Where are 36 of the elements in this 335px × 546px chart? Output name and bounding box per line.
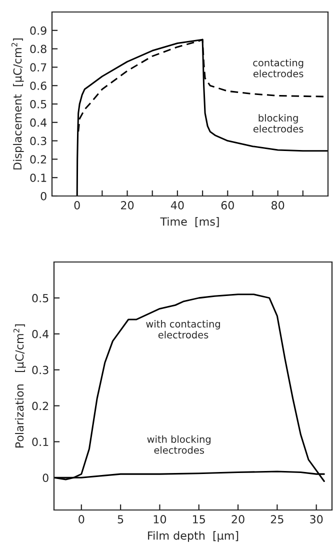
y-tick-label: 0.5 — [30, 100, 46, 108]
x-tick-label: 60 — [221, 201, 234, 210]
x-tick-label: 0 — [78, 515, 84, 524]
y-tick-label: 0 — [42, 474, 48, 482]
y-axis-title: Polarization [μC/cm$^{2}$] — [13, 324, 26, 448]
x-axis-title: Film depth [μm] — [148, 531, 238, 542]
y-tick-label: 0.8 — [30, 44, 46, 54]
x-tick-label: 15 — [193, 515, 205, 524]
y-tick-label: 0.2 — [32, 402, 48, 410]
y-tick-label: 0.2 — [30, 155, 46, 164]
x-tick-label: 20 — [232, 515, 244, 524]
annotation: blocking electrodes — [253, 114, 304, 133]
y-tick-label: 0.9 — [30, 26, 46, 35]
x-tick-label: 0 — [74, 201, 80, 210]
y-tick-label: 0.1 — [30, 174, 46, 182]
x-tick-label: 30 — [310, 515, 323, 524]
x-axis-title: Time [ms] — [160, 217, 219, 228]
y-tick-label: 0 — [40, 192, 46, 200]
annotation: with blocking electrodes — [147, 435, 210, 454]
x-tick-label: 10 — [154, 515, 166, 524]
y-tick-label: 0.3 — [32, 366, 48, 374]
y-tick-label: 0.5 — [32, 294, 48, 302]
y-tick-label: 0.4 — [30, 118, 47, 127]
y-tick-label: 0.7 — [30, 63, 46, 72]
y-tick-label: 0.3 — [30, 136, 46, 146]
annotation: with contacting electrodes — [146, 320, 220, 338]
x-tick-label: 25 — [270, 515, 284, 524]
annotation: contacting electrodes — [253, 58, 304, 78]
x-tick-label: 40 — [170, 201, 184, 210]
y-axis-title: Displacement [μC/cm$^{2}$] — [11, 38, 24, 170]
x-tick-label: 20 — [121, 201, 134, 210]
x-tick-label: 5 — [118, 515, 124, 524]
y-tick-label: 0.4 — [32, 330, 49, 338]
x-tick-label: 80 — [272, 201, 284, 210]
y-tick-label: 0.1 — [32, 438, 48, 446]
y-tick-label: 0.6 — [30, 82, 46, 90]
